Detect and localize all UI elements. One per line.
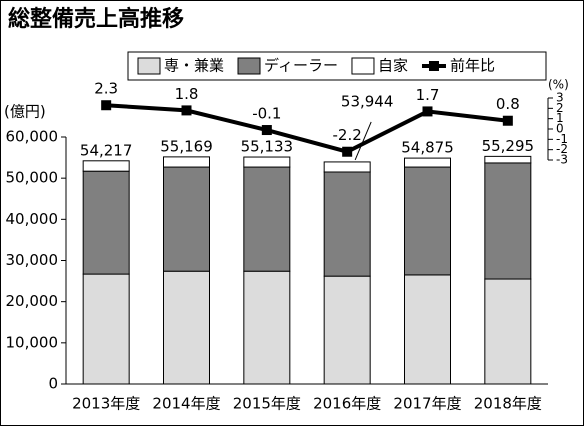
legend-swatch (137, 57, 161, 75)
line-marker (181, 105, 192, 116)
y2-tick-label: 2 (556, 101, 564, 115)
bar-segment (243, 166, 291, 272)
leader-line (354, 121, 372, 161)
line-marker (502, 115, 513, 126)
line-label: 1.7 (416, 86, 440, 104)
y2-tick-label: 1 (556, 111, 564, 125)
line-marker (422, 106, 433, 117)
total-label: 54,875 (401, 139, 454, 157)
total-label: 54,217 (80, 141, 133, 159)
x-tick-label: 2016年度 (313, 395, 381, 413)
bar-segment (404, 166, 451, 276)
bar-segment (163, 270, 210, 385)
bar-segment (243, 270, 291, 385)
legend-label: 自家 (378, 57, 408, 75)
line-marker (261, 125, 272, 136)
y-tick-label: 10,000 (6, 333, 59, 351)
bar-segment (82, 170, 130, 275)
line-label: 2.3 (94, 80, 118, 98)
total-label: 53,944 (341, 92, 394, 110)
bar-segment (404, 274, 451, 385)
legend-swatch (351, 57, 375, 75)
y2-tick-label: -3 (556, 153, 568, 167)
y-tick-label: 60,000 (6, 128, 59, 146)
line-label: -0.1 (252, 105, 281, 123)
line (106, 103, 509, 154)
bar-segment (323, 171, 371, 277)
legend-box (127, 51, 547, 81)
y2-axis-label: (%) (548, 78, 569, 92)
y-tick-label: 20,000 (6, 292, 59, 310)
y2-tick-label: 3 (556, 91, 564, 105)
y-axis-label: (億円) (4, 103, 46, 121)
bar-segment (163, 166, 210, 272)
y-tick-label: 0 (48, 375, 58, 393)
y-tick-label: 40,000 (6, 210, 59, 228)
line-marker (101, 100, 112, 111)
x-tick-label: 2013年度 (72, 395, 140, 413)
line-label: 1.8 (175, 85, 199, 103)
bar-segment (82, 273, 130, 385)
y2-tick-label: 0 (556, 122, 564, 136)
bar-segment (484, 278, 532, 385)
legend-label: 専・兼業 (164, 57, 224, 75)
chart-title: 総整備売上高推移 (8, 6, 184, 32)
bar-segment (82, 160, 130, 172)
bar-segment (243, 156, 291, 168)
bar-segment (323, 275, 371, 385)
bar-segment (163, 156, 210, 168)
bar-segment (484, 162, 532, 280)
legend-swatch (237, 57, 261, 75)
bar-segment (404, 157, 451, 168)
y2-tick-label: -2 (556, 142, 568, 156)
x-tick-label: 2014年度 (152, 395, 220, 413)
legend-label: 前年比 (450, 57, 495, 75)
x-tick-label: 2018年度 (474, 395, 542, 413)
y-tick-label: 30,000 (6, 251, 59, 269)
line-label: 0.8 (496, 95, 520, 113)
y2-tick-label: -1 (556, 132, 568, 146)
legend-label: ディーラー (264, 57, 338, 75)
legend-marker (428, 61, 439, 71)
bar-segment (323, 161, 371, 173)
line-label: -2.2 (333, 126, 362, 144)
total-label: 55,295 (482, 137, 535, 155)
x-tick-label: 2015年度 (233, 395, 301, 413)
total-label: 55,169 (160, 137, 213, 155)
total-label: 55,133 (241, 138, 294, 156)
line-marker (342, 146, 353, 157)
bar-segment (484, 155, 532, 164)
x-tick-label: 2017年度 (393, 395, 461, 413)
y-tick-label: 50,000 (6, 169, 59, 187)
